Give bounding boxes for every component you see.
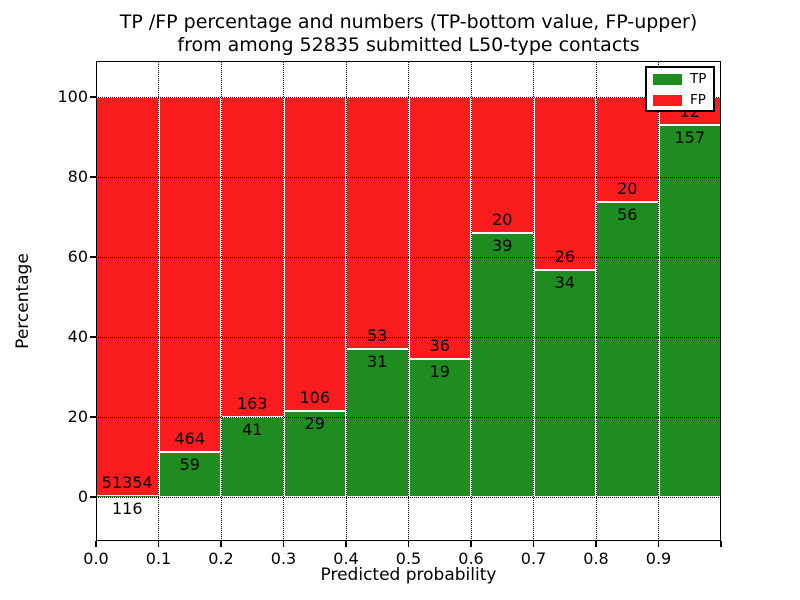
v-gridline xyxy=(595,61,597,541)
v-gridline xyxy=(470,61,472,541)
v-gridline xyxy=(220,61,222,541)
y-tick-mark xyxy=(90,496,96,498)
tp-count-label: 59 xyxy=(179,454,200,474)
fp-count-label: 51354 xyxy=(101,473,153,493)
bar-segment-fp xyxy=(283,97,346,412)
bar-segment-tp xyxy=(533,270,596,497)
x-tick-mark xyxy=(95,541,97,547)
y-tick-label: 100 xyxy=(57,87,88,106)
x-tick-label: 0.6 xyxy=(458,549,484,568)
tp-count-label: 31 xyxy=(367,352,388,372)
x-tick-mark xyxy=(407,541,410,547)
y-tick-mark xyxy=(90,96,96,98)
fp-count-label: 106 xyxy=(299,388,331,408)
tp-count-label: 157 xyxy=(674,128,706,148)
legend-label-tp: TP xyxy=(690,70,707,87)
tp-count-label: 19 xyxy=(429,361,450,381)
tp-count-label: 41 xyxy=(242,419,263,439)
bar-segment-tp xyxy=(346,349,409,497)
bar-segment-fp xyxy=(408,97,471,359)
v-gridline xyxy=(345,61,347,541)
fp-color-swatch xyxy=(653,94,682,106)
legend-entry-fp: FP xyxy=(647,90,713,110)
x-tick-label: 0.7 xyxy=(520,549,547,568)
x-tick-label: 0.3 xyxy=(270,549,297,568)
bar-segment-fp xyxy=(533,97,596,271)
tp-count-label: 29 xyxy=(304,414,325,434)
v-gridline xyxy=(533,61,534,541)
x-tick-mark xyxy=(470,541,472,547)
fp-count-label: 464 xyxy=(174,428,206,448)
x-tick-label: 0.2 xyxy=(208,549,234,568)
y-tick-mark xyxy=(90,256,96,258)
v-gridline xyxy=(658,61,659,541)
v-gridline xyxy=(283,61,284,541)
fp-count-label: 26 xyxy=(554,247,575,267)
chart-title-line2: from among 52835 submitted L50-type cont… xyxy=(177,34,640,56)
plot-area: 51354 116 464 59 163 41 106 29 53 31 36 19 20 39 26 34 2… xyxy=(96,61,721,541)
y-axis-label: Percentage xyxy=(13,253,33,349)
x-tick-label: 0.5 xyxy=(395,549,422,568)
bar-segment-fp xyxy=(346,97,409,350)
fp-count-label: 36 xyxy=(429,335,450,355)
legend-entry-tp: TP xyxy=(647,69,713,89)
x-axis-label: Predicted probability xyxy=(320,565,497,585)
tp-count-label: 34 xyxy=(554,273,575,293)
x-tick-mark xyxy=(532,541,535,547)
x-tick-mark xyxy=(157,541,160,547)
fp-count-label: 53 xyxy=(367,326,388,346)
y-tick-mark xyxy=(90,416,96,418)
bar-segment-tp xyxy=(471,232,534,497)
x-tick-mark xyxy=(282,541,285,547)
x-tick-label: 0.0 xyxy=(83,549,109,568)
chart-title-line1: TP /FP percentage and numbers (TP-bottom… xyxy=(119,11,698,33)
x-tick-label: 0.9 xyxy=(645,549,672,568)
fp-count-label: 20 xyxy=(617,179,638,199)
bar-segment-tp xyxy=(596,202,659,497)
tp-count-label: 116 xyxy=(111,499,143,519)
y-tick-label: 40 xyxy=(67,327,88,346)
y-tick-label: 60 xyxy=(67,247,88,266)
fp-count-label: 163 xyxy=(236,393,268,413)
x-tick-mark xyxy=(345,541,347,547)
fp-count-label: 20 xyxy=(492,209,513,229)
x-tick-label: 0.8 xyxy=(583,549,609,568)
v-gridline xyxy=(408,61,409,541)
tp-count-label: 56 xyxy=(617,205,638,225)
x-tick-label: 0.1 xyxy=(145,549,172,568)
x-tick-mark xyxy=(720,541,722,547)
tp-count-label: 39 xyxy=(492,235,513,255)
x-tick-mark xyxy=(657,541,660,547)
y-tick-mark xyxy=(90,176,96,178)
x-tick-mark xyxy=(595,541,597,547)
v-gridline xyxy=(158,61,159,541)
y-tick-mark xyxy=(90,336,96,338)
x-tick-mark xyxy=(220,541,222,547)
y-tick-label: 20 xyxy=(67,407,88,426)
bar-segment-fp xyxy=(96,97,159,497)
bar-segment-tp xyxy=(658,125,721,497)
bar-segment-fp xyxy=(158,97,221,452)
y-tick-label: 80 xyxy=(67,167,88,186)
tp-color-swatch xyxy=(653,73,682,85)
x-tick-label: 0.4 xyxy=(333,549,359,568)
bar-segment-tp xyxy=(221,416,284,497)
legend-box: TP FP xyxy=(645,66,715,112)
y-tick-label: 0 xyxy=(77,487,88,506)
legend-label-fp: FP xyxy=(690,91,706,108)
